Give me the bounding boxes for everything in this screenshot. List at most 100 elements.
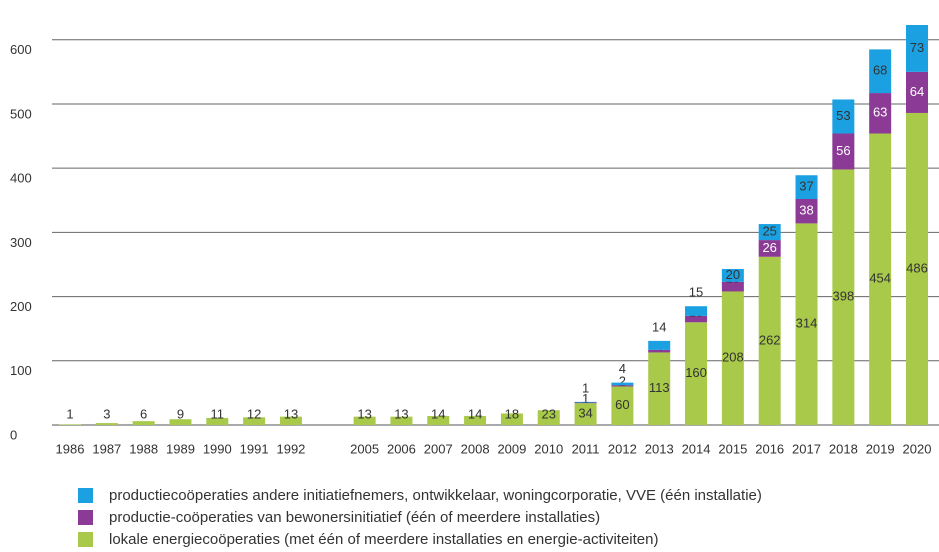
x-tick-label: 2015 xyxy=(718,441,747,456)
bar-segment xyxy=(795,198,818,224)
value-label: 53 xyxy=(836,108,850,123)
legend-item: productiecoöperaties andere initiatiefne… xyxy=(78,484,762,506)
bar-segment xyxy=(648,352,671,425)
x-tick-label: 2010 xyxy=(534,441,563,456)
value-label: 208 xyxy=(722,350,744,365)
y-tick-label: 500 xyxy=(10,106,32,121)
x-tick-label: 2014 xyxy=(682,441,711,456)
bar-segment xyxy=(574,402,597,404)
bar-segment xyxy=(59,424,81,425)
bar-segment xyxy=(906,71,928,113)
bar-segment xyxy=(758,256,781,425)
bar-segment xyxy=(132,421,155,425)
value-label: 6 xyxy=(140,406,147,421)
bar-segment xyxy=(721,281,744,292)
bar-segment xyxy=(869,133,892,426)
x-tick-label: 2012 xyxy=(608,441,637,456)
value-label: 64 xyxy=(910,84,924,99)
legend: productiecoöperaties andere initiatiefne… xyxy=(78,484,762,550)
legend-label: productie-coöperaties van bewonersinitia… xyxy=(109,508,601,526)
legend-label: productiecoöperaties andere initiatiefne… xyxy=(109,486,762,504)
x-tick-label: 2018 xyxy=(829,441,858,456)
bar-segment xyxy=(795,175,818,199)
y-tick-label: 600 xyxy=(10,42,32,57)
value-label: 2 xyxy=(619,374,626,389)
value-label: 26 xyxy=(762,240,776,255)
x-tick-label: 1992 xyxy=(276,441,305,456)
bar-segment xyxy=(758,224,781,241)
bar-segment xyxy=(279,416,302,425)
value-label: 13 xyxy=(357,406,371,421)
bar-segment xyxy=(906,25,928,72)
bar-segment xyxy=(832,133,855,170)
bar-segment xyxy=(427,416,450,425)
x-tick-label: 1987 xyxy=(92,441,121,456)
value-label: 398 xyxy=(832,289,854,304)
legend-item: lokale energiecoöperaties (met één of me… xyxy=(78,528,762,550)
value-label: 11 xyxy=(211,406,225,421)
value-label: 13 xyxy=(394,406,408,421)
bar-segment xyxy=(685,306,708,316)
bar-segment xyxy=(648,349,671,353)
chart: 0 100 200 300 400 500 600 1986 1 1987 3 1988 6 1989 9 1… xyxy=(10,25,939,456)
y-tick-label: 300 xyxy=(10,235,32,250)
x-tick-label: 1986 xyxy=(56,441,85,456)
value-label: 20 xyxy=(726,267,740,282)
value-label: 15 xyxy=(689,285,703,300)
value-label: 14 xyxy=(431,406,445,421)
value-label: 13 xyxy=(284,406,298,421)
x-tick-label: 2008 xyxy=(461,441,490,456)
bar-segment xyxy=(353,416,376,425)
x-tick-label: 2020 xyxy=(903,441,932,456)
value-label: 63 xyxy=(873,105,887,120)
bar-segment xyxy=(574,401,597,403)
value-label: 56 xyxy=(836,143,850,158)
bar-segment xyxy=(611,385,634,387)
bar-segment xyxy=(869,49,892,94)
bar-segment xyxy=(832,99,855,134)
value-label: 113 xyxy=(649,380,670,395)
bar-segment xyxy=(721,268,744,282)
x-tick-label: 2019 xyxy=(866,441,895,456)
value-label: 37 xyxy=(799,179,813,194)
value-label: 160 xyxy=(685,365,707,380)
bar-segment xyxy=(537,410,560,425)
x-tick-label: 2017 xyxy=(792,441,821,456)
bar-segment xyxy=(869,93,892,134)
value-label: 454 xyxy=(869,271,891,286)
value-label: 1 xyxy=(582,391,589,406)
bar-segment xyxy=(390,416,413,425)
x-tick-label: 2009 xyxy=(497,441,526,456)
x-tick-label: 1990 xyxy=(203,441,232,456)
bar-segment xyxy=(685,322,708,425)
bar-segment xyxy=(721,291,744,425)
legend-swatch xyxy=(78,509,93,525)
value-label: 34 xyxy=(578,406,592,421)
value-label: 25 xyxy=(762,224,776,239)
bar-segment xyxy=(685,315,708,323)
y-tick-label: 100 xyxy=(10,363,32,378)
bar-segment xyxy=(500,413,523,425)
value-label: 60 xyxy=(615,397,629,412)
y-tick-label: 200 xyxy=(10,299,32,314)
bar-segment xyxy=(758,240,781,257)
bar-segment xyxy=(906,112,928,425)
x-tick-label: 2005 xyxy=(350,441,379,456)
value-label: 486 xyxy=(906,260,928,275)
legend-label: lokale energiecoöperaties (met één of me… xyxy=(109,530,659,548)
value-label: 68 xyxy=(873,63,887,78)
bar-segment xyxy=(574,403,597,425)
value-label: 1 xyxy=(66,406,73,421)
x-tick-label: 2013 xyxy=(645,441,674,456)
bar-segment xyxy=(95,423,118,425)
bar-segment xyxy=(611,382,634,386)
bar-segment xyxy=(464,416,487,425)
bar-segment xyxy=(206,417,229,425)
legend-swatch xyxy=(78,531,93,547)
bar-segment xyxy=(243,417,266,425)
value-label: 3 xyxy=(103,406,110,421)
x-tick-label: 1991 xyxy=(240,441,269,456)
value-label: 23 xyxy=(542,406,556,421)
value-label: 18 xyxy=(505,406,519,421)
